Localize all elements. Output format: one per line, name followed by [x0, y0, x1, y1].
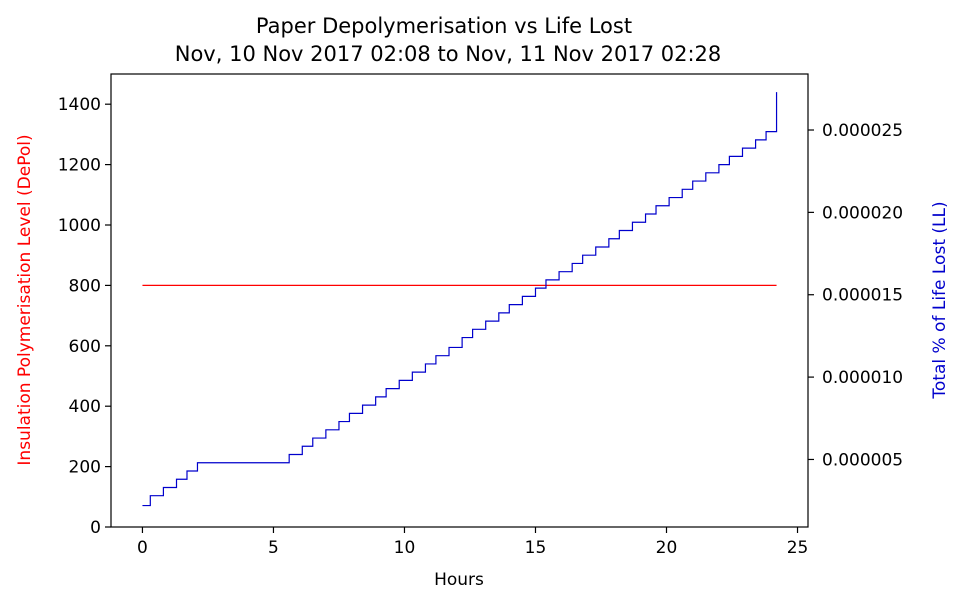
y-left-tick-label: 200	[69, 458, 101, 478]
y-left-axis-label: Insulation Polymerisation Level (DePol)	[15, 134, 35, 465]
x-tick-label: 25	[787, 538, 809, 558]
y-left-axis-ticks: 0 200 400 600 800 1000 1200 1400	[58, 95, 111, 538]
y-left-tick-label: 400	[69, 397, 101, 417]
y-left-tick-label: 1400	[58, 95, 101, 115]
x-tick-label: 15	[525, 538, 547, 558]
chart-title: Paper Depolymerisation vs Life Lost	[256, 14, 632, 38]
x-tick-label: 10	[394, 538, 416, 558]
y-right-tick-label: 0.000010	[822, 368, 903, 388]
y-right-axis-ticks: 0.000005 0.000010 0.000015 0.000020 0.000025	[808, 121, 903, 470]
life-lost-series-line	[142, 92, 778, 507]
y-right-tick-label: 0.000005	[822, 450, 903, 470]
x-tick-label: 20	[656, 538, 678, 558]
y-left-tick-label: 600	[69, 337, 101, 357]
y-right-tick-label: 0.000025	[822, 121, 903, 141]
x-tick-label: 0	[137, 538, 148, 558]
y-left-tick-label: 0	[90, 518, 101, 538]
y-left-tick-label: 1000	[58, 216, 101, 236]
series-layer	[142, 92, 778, 507]
y-left-tick-label: 1200	[58, 156, 101, 176]
y-left-tick-label: 800	[69, 276, 101, 296]
chart-subtitle: Nov, 10 Nov 2017 02:08 to Nov, 11 Nov 20…	[175, 42, 722, 66]
x-axis-label: Hours	[434, 570, 484, 590]
y-right-tick-label: 0.000015	[822, 286, 903, 306]
plot-frame	[110, 73, 809, 528]
y-right-axis-label: Total % of Life Lost (LL)	[930, 201, 950, 399]
y-right-tick-label: 0.000020	[822, 203, 903, 223]
x-axis-ticks: 0 5 10 15 20 25	[137, 527, 808, 558]
x-tick-label: 5	[268, 538, 279, 558]
